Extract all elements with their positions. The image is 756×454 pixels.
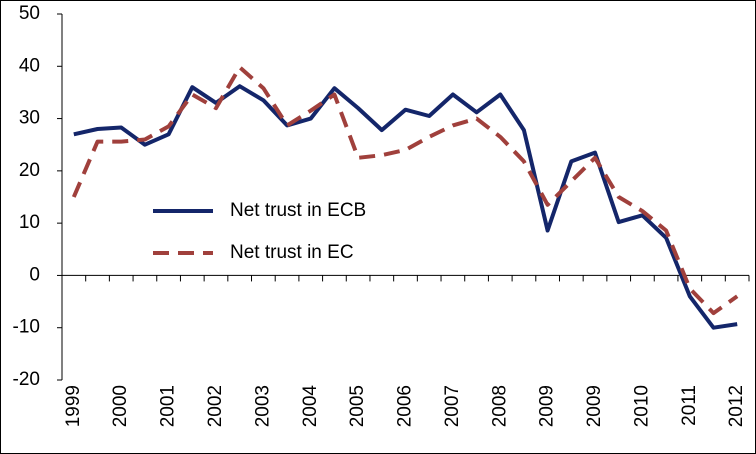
x-tick-label: 2010 (631, 385, 652, 427)
legend-label: Net trust in EC (230, 242, 354, 263)
x-tick-label: 2000 (110, 385, 131, 427)
x-tick-label: 2012 (726, 385, 747, 427)
x-tick-label: 2003 (252, 385, 273, 427)
y-tick-label: -10 (13, 317, 40, 338)
y-tick-label: 10 (19, 212, 40, 233)
y-tick-label: 0 (29, 264, 40, 285)
legend-label: Net trust in ECB (230, 200, 366, 221)
x-tick-label: 2011 (679, 385, 700, 426)
y-tick-label: 50 (19, 3, 40, 24)
x-tick-label: 2005 (347, 385, 368, 427)
x-tick-label: 2009 (584, 385, 605, 427)
x-tick-label: 2009 (537, 385, 558, 427)
x-tick-label: 2008 (489, 385, 510, 427)
y-tick-label: 30 (19, 108, 40, 129)
x-tick-label: 2004 (300, 385, 321, 428)
series-line (71, 65, 739, 316)
y-tick-label: 20 (19, 160, 40, 181)
x-tick-label: 2001 (158, 385, 179, 427)
x-tick-label: 2007 (442, 385, 463, 427)
y-tick-label: 40 (19, 55, 40, 76)
x-tick-label: 2002 (205, 385, 226, 427)
x-tick-label: 2006 (395, 385, 416, 427)
x-tick-label: 1999 (63, 385, 84, 427)
y-tick-label: -20 (13, 369, 40, 390)
